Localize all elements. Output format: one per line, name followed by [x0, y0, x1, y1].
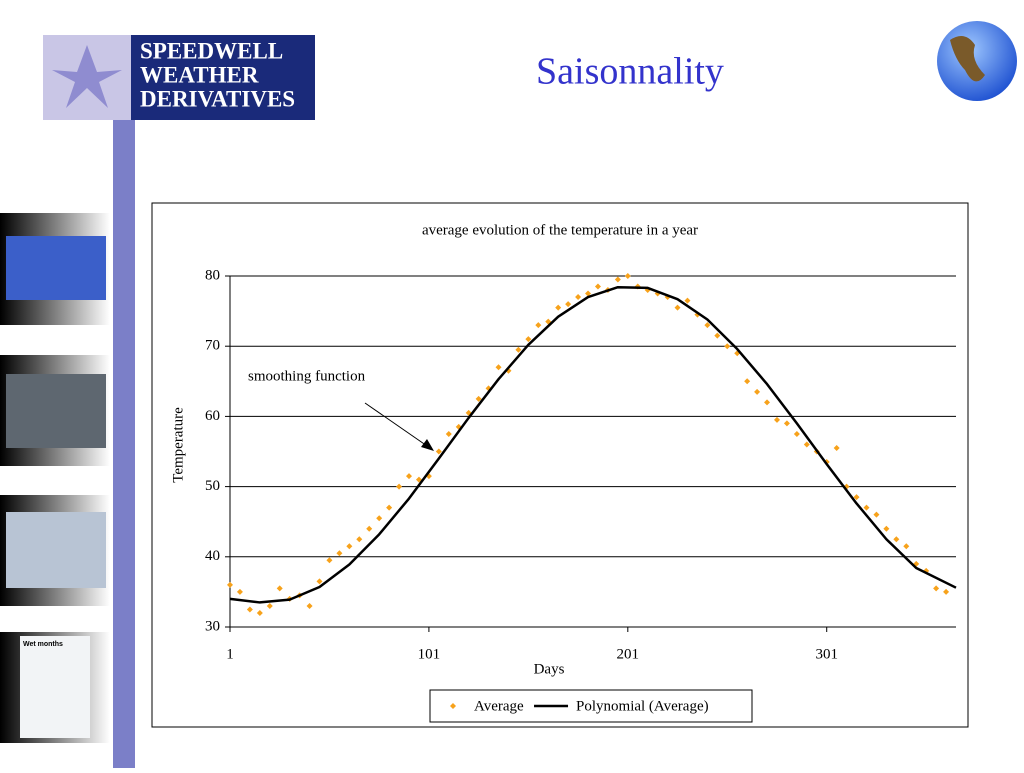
logo-flower — [52, 45, 122, 108]
chart-frame — [151, 202, 969, 728]
logo-text: DERIVATIVES — [140, 86, 295, 111]
data-point — [565, 301, 572, 308]
data-point — [366, 525, 373, 532]
data-point — [783, 420, 790, 427]
data-point — [853, 494, 860, 501]
legend — [429, 689, 753, 723]
data-point — [525, 336, 532, 343]
data-point — [376, 515, 383, 522]
data-point — [754, 388, 761, 395]
y-tick-label: 30 — [205, 618, 220, 634]
data-point — [276, 585, 283, 592]
data-point — [594, 283, 601, 290]
data-point — [435, 448, 442, 455]
y-tick-label: 80 — [205, 267, 220, 283]
data-point — [624, 273, 631, 279]
data-point — [236, 588, 243, 595]
data-point — [406, 473, 413, 480]
data-point — [803, 441, 810, 448]
x-axis-label: Days — [534, 661, 565, 677]
x-tick-label: 1 — [226, 646, 234, 662]
y-tick-label: 40 — [205, 548, 220, 564]
x-tick-label: 301 — [815, 646, 838, 662]
y-axis-label: Temperature — [170, 407, 186, 483]
data-point — [475, 395, 482, 402]
data-point — [535, 322, 542, 329]
y-tick-label: 50 — [205, 478, 220, 494]
data-point — [893, 536, 900, 543]
chart-title: average evolution of the temperature in … — [422, 222, 698, 238]
side-bar — [113, 120, 135, 768]
globe-land — [950, 36, 985, 82]
data-point — [744, 378, 751, 385]
data-point — [793, 430, 800, 437]
data-point — [495, 364, 502, 371]
data-point — [684, 297, 691, 304]
data-point — [933, 585, 940, 592]
data-point — [266, 602, 273, 609]
data-point — [873, 511, 880, 518]
data-point — [764, 399, 771, 406]
thumbnail-image — [6, 374, 106, 448]
x-tick-label: 101 — [418, 646, 441, 662]
legend-label: Average — [474, 698, 524, 714]
logo-text: WEATHER — [140, 62, 259, 87]
data-point — [326, 557, 333, 564]
data-point — [863, 504, 870, 511]
thumbnail-image — [6, 236, 106, 300]
data-point — [386, 504, 393, 511]
data-point — [724, 343, 731, 350]
data-point — [346, 543, 353, 550]
data-point — [256, 609, 263, 616]
data-point — [614, 276, 621, 283]
thumbnail-image — [6, 512, 106, 588]
data-point — [415, 476, 422, 483]
data-point — [227, 581, 233, 588]
data-point — [883, 525, 890, 532]
x-tick-label: 201 — [617, 646, 640, 662]
data-point — [575, 294, 582, 301]
data-point — [445, 430, 452, 437]
data-point — [356, 536, 363, 543]
data-point — [585, 290, 592, 297]
data-point — [674, 304, 681, 311]
annotation: smoothing function — [248, 368, 366, 384]
thumbnail-caption: Wet months — [23, 641, 63, 648]
data-point — [943, 588, 950, 595]
data-point — [515, 346, 522, 353]
data-point — [903, 543, 910, 550]
data-point — [396, 483, 403, 490]
logo-text: SPEEDWELL — [140, 38, 283, 63]
data-point — [316, 578, 323, 585]
slide-title: Saisonnality — [536, 51, 724, 93]
data-point — [555, 304, 562, 311]
data-point — [714, 332, 721, 339]
legend-label: Polynomial (Average) — [576, 698, 709, 714]
data-point — [336, 550, 343, 557]
legend-symbol — [450, 703, 456, 709]
thumbnail-image — [20, 636, 90, 738]
data-point — [833, 444, 840, 451]
data-point — [306, 602, 313, 609]
y-tick-label: 60 — [205, 408, 220, 424]
trend-line — [229, 285, 957, 604]
data-point — [246, 606, 253, 613]
y-tick-label: 70 — [205, 338, 220, 354]
data-point — [704, 322, 711, 329]
data-point — [773, 416, 780, 423]
annotation-arrowhead — [421, 439, 434, 451]
globe — [937, 21, 1017, 101]
annotation-arrow — [364, 402, 431, 449]
